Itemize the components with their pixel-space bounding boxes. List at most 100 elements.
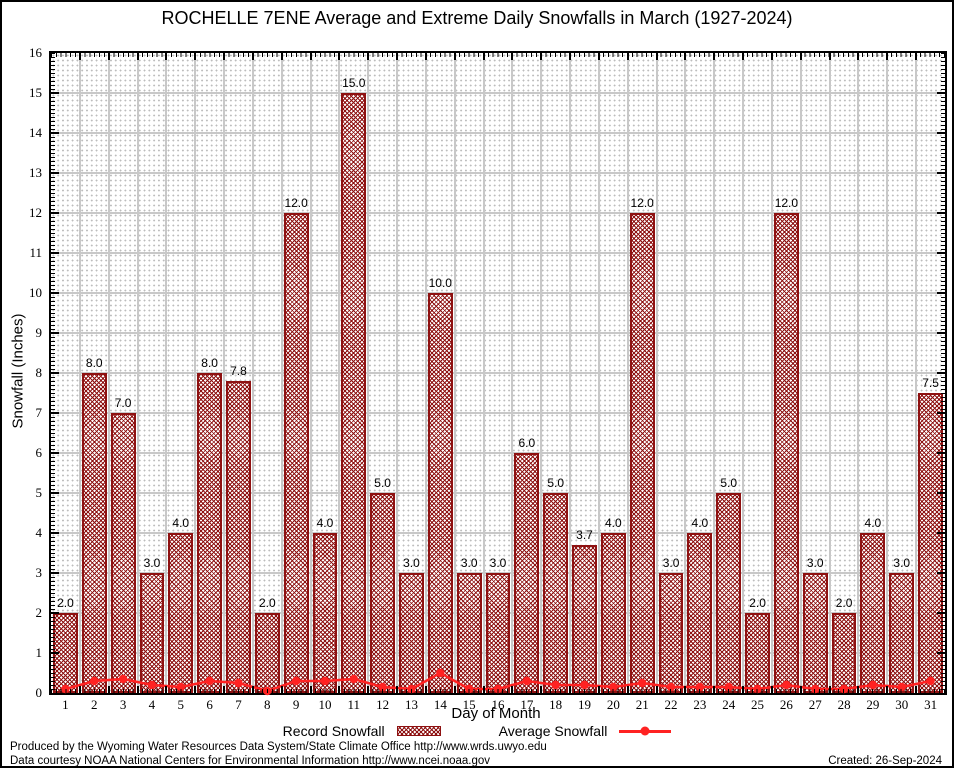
bar-value-label: 3.7 [576, 528, 593, 542]
major-gridline-vertical [453, 53, 456, 693]
x-tick-label: 20 [606, 697, 620, 712]
x-major-tick [223, 53, 226, 60]
x-major-tick [453, 686, 456, 693]
average-point-marker [349, 674, 359, 684]
y-major-tick [937, 132, 945, 134]
major-gridline-vertical [857, 53, 860, 693]
x-tick-label: 21 [635, 697, 649, 712]
average-point-marker [90, 676, 99, 686]
x-major-tick [684, 686, 687, 693]
x-major-tick [770, 53, 773, 60]
record-bar [629, 213, 655, 693]
major-gridline-horizontal [51, 132, 945, 134]
x-major-tick [540, 53, 543, 60]
x-major-tick [511, 686, 514, 693]
x-major-tick [136, 686, 139, 693]
record-bar [658, 573, 684, 693]
legend: Record Snowfall Average Snowfall [2, 722, 952, 740]
x-tick-label: 19 [578, 697, 592, 712]
x-major-tick [482, 53, 485, 60]
footer-credit-wrds: Produced by the Wyoming Water Resources … [10, 741, 547, 753]
major-gridline-horizontal [51, 252, 945, 254]
record-bar [341, 93, 367, 693]
record-bar [745, 613, 770, 693]
plot-area: 2.0 8.0 7.0 3.0 4.0 8.0 7.8 2.0 12.0 4.0 15.0 5.0 3.… [49, 51, 947, 696]
x-tick-label: 15 [462, 697, 476, 712]
x-major-tick [367, 53, 370, 60]
legend-average-line-icon [619, 726, 672, 736]
major-gridline-vertical [828, 53, 831, 693]
x-major-tick [655, 686, 658, 693]
major-gridline-vertical [136, 53, 139, 693]
average-point-marker [522, 676, 532, 686]
x-major-tick [828, 686, 831, 693]
record-bar [254, 613, 280, 693]
bar-value-label: 7.5 [922, 376, 939, 390]
major-gridline-vertical [107, 53, 110, 693]
x-tick-label: 30 [895, 697, 909, 712]
y-major-tick [51, 132, 59, 134]
major-gridline-horizontal [51, 212, 945, 214]
bar-value-label: 3.0 [143, 556, 161, 570]
major-gridline-vertical [569, 53, 572, 693]
bar-value-label: 2.0 [749, 596, 766, 610]
x-major-tick [194, 686, 197, 693]
record-bar [600, 533, 626, 693]
x-tick-label: 23 [693, 697, 707, 712]
record-bar [831, 613, 857, 693]
major-gridline-vertical [713, 53, 716, 693]
average-point-marker [868, 680, 878, 690]
bar-value-label: 15.0 [342, 76, 366, 90]
x-minor-ticks-bottom [51, 689, 945, 693]
average-point-marker [580, 680, 589, 690]
y-tick-label: 11 [29, 245, 42, 260]
x-tick-label: 22 [664, 697, 678, 712]
bar-value-label: 3.0 [460, 556, 478, 570]
x-tick-label: 7 [235, 697, 242, 712]
x-tick-label: 14 [433, 697, 447, 712]
x-major-tick [78, 53, 81, 60]
x-major-tick [338, 686, 341, 693]
y-major-tick [937, 92, 945, 94]
y-tick-label: 1 [35, 645, 43, 660]
bar-value-label: 7.8 [230, 364, 247, 378]
x-major-tick [107, 686, 110, 693]
x-tick-label: 28 [837, 697, 851, 712]
x-major-tick [367, 686, 370, 693]
legend-record-swatch-icon [396, 726, 441, 736]
x-tick-label: 31 [924, 697, 938, 712]
x-tick-label: 4 [148, 697, 156, 712]
x-tick-label: 18 [549, 697, 563, 712]
y-major-tick [51, 92, 59, 94]
y-major-tick [937, 652, 945, 654]
x-major-tick [251, 686, 254, 693]
x-tick-label: 26 [779, 697, 793, 712]
x-major-tick [713, 686, 716, 693]
record-bar [110, 413, 136, 693]
record-bar [485, 573, 511, 693]
bar-value-label: 4.0 [172, 516, 190, 530]
average-point-marker [320, 676, 330, 686]
record-bar [399, 573, 424, 693]
bar-value-label: 4.0 [691, 516, 709, 530]
y-tick-label: 7 [35, 405, 43, 420]
bar-value-label: 12.0 [774, 196, 799, 210]
major-gridline-vertical [280, 53, 283, 693]
record-bar [918, 393, 943, 693]
major-gridline-vertical [251, 53, 254, 693]
x-major-tick [742, 53, 745, 60]
x-tick-label: 27 [808, 697, 822, 712]
y-major-tick [51, 172, 59, 174]
record-bar [370, 493, 396, 693]
y-major-tick [937, 332, 945, 334]
y-major-tick [51, 532, 59, 534]
x-major-tick [569, 53, 572, 60]
x-major-tick [626, 686, 629, 693]
x-tick-label: 8 [264, 697, 271, 712]
bar-value-label: 12.0 [284, 196, 308, 210]
bar-value-label: 4.0 [316, 516, 334, 530]
bar-value-label: 10.0 [428, 276, 452, 290]
record-bar [716, 493, 742, 693]
x-major-tick [165, 686, 168, 693]
y-major-tick [937, 612, 945, 614]
